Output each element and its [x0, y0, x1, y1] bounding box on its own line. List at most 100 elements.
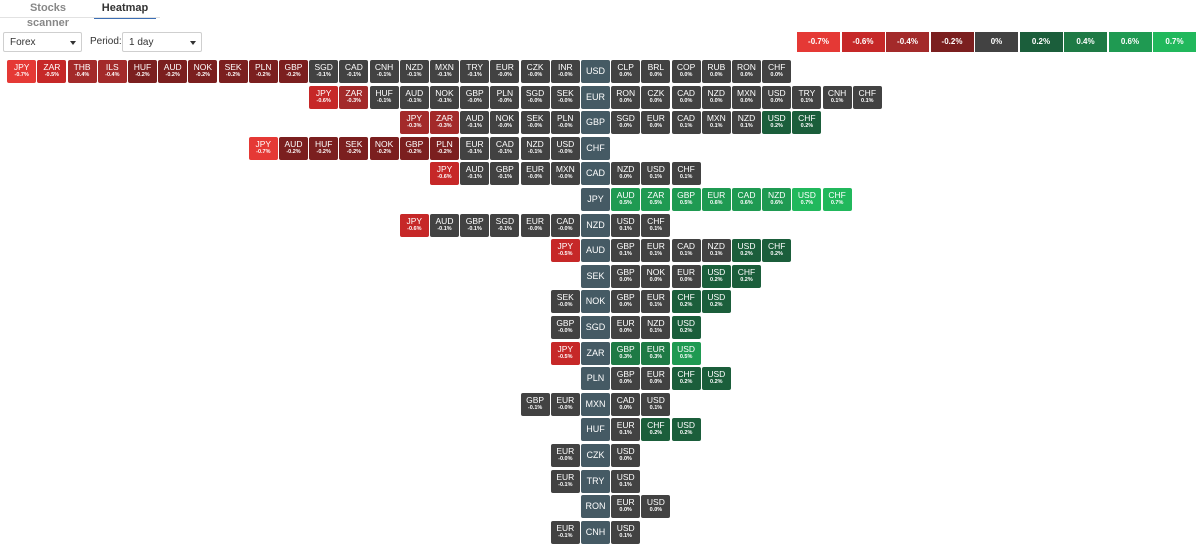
base-currency-tile[interactable]: CZK: [581, 444, 610, 467]
currency-tile[interactable]: EUR -0.1%: [550, 469, 580, 493]
currency-tile[interactable]: EUR 0.0%: [611, 316, 641, 339]
currency-tile[interactable]: GBP 0.5%: [671, 188, 701, 211]
currency-tile[interactable]: NOK -0.2%: [369, 136, 399, 160]
currency-tile[interactable]: USD 0.2%: [701, 290, 731, 314]
base-currency-tile[interactable]: GBP: [581, 111, 610, 135]
currency-tile[interactable]: SGD -0.1%: [490, 213, 520, 237]
currency-tile[interactable]: EUR -0.0%: [550, 392, 580, 416]
currency-tile[interactable]: AUD 0.5%: [611, 188, 641, 211]
currency-tile[interactable]: NOK -0.2%: [188, 60, 218, 83]
currency-tile[interactable]: NOK 0.0%: [641, 264, 671, 288]
currency-tile[interactable]: RON 0.0%: [611, 85, 641, 109]
currency-tile[interactable]: EUR 0.0%: [671, 264, 701, 288]
currency-tile[interactable]: CHF 0.2%: [762, 239, 792, 263]
currency-tile[interactable]: EUR 0.0%: [641, 367, 671, 391]
currency-tile[interactable]: AUD -0.1%: [460, 162, 490, 186]
currency-tile[interactable]: USD 0.1%: [641, 392, 671, 416]
currency-tile[interactable]: NZD 0.6%: [762, 188, 792, 211]
currency-tile[interactable]: INR -0.0%: [550, 60, 580, 83]
currency-tile[interactable]: MXN 0.0%: [732, 85, 761, 109]
currency-tile[interactable]: ZAR -0.3%: [430, 111, 459, 135]
currency-tile[interactable]: HUF -0.2%: [309, 136, 339, 160]
currency-tile[interactable]: ZAR -0.5%: [37, 60, 67, 83]
currency-tile[interactable]: BRL 0.0%: [641, 60, 671, 83]
currency-tile[interactable]: EUR -0.0%: [550, 444, 580, 467]
currency-tile[interactable]: USD 0.0%: [611, 444, 641, 467]
base-currency-tile[interactable]: EUR: [581, 85, 610, 109]
currency-tile[interactable]: RON 0.0%: [732, 60, 761, 83]
currency-tile[interactable]: USD 0.7%: [792, 188, 822, 211]
base-currency-tile[interactable]: ZAR: [581, 341, 610, 365]
currency-tile[interactable]: MXN -0.0%: [550, 162, 580, 186]
base-currency-tile[interactable]: HUF: [581, 418, 610, 442]
currency-tile[interactable]: JPY -0.7%: [7, 60, 37, 83]
currency-tile[interactable]: PLN -0.2%: [248, 60, 278, 83]
currency-tile[interactable]: CZK -0.0%: [520, 60, 550, 83]
currency-tile[interactable]: USD 0.0%: [762, 85, 792, 109]
currency-tile[interactable]: HUF -0.1%: [369, 85, 399, 109]
currency-tile[interactable]: AUD -0.1%: [430, 213, 459, 237]
currency-tile[interactable]: COP 0.0%: [671, 60, 701, 83]
currency-tile[interactable]: GBP 0.3%: [611, 341, 641, 365]
currency-tile[interactable]: GBP -0.1%: [490, 162, 520, 186]
currency-tile[interactable]: USD 0.1%: [611, 213, 641, 237]
currency-tile[interactable]: GBP -0.1%: [520, 392, 550, 416]
currency-tile[interactable]: EUR -0.0%: [490, 60, 520, 83]
currency-tile[interactable]: CNH -0.1%: [369, 60, 399, 83]
currency-tile[interactable]: ZAR -0.3%: [339, 85, 369, 109]
currency-tile[interactable]: CZK 0.0%: [641, 85, 671, 109]
currency-tile[interactable]: AUD -0.1%: [460, 111, 490, 135]
currency-tile[interactable]: CAD 0.1%: [671, 239, 701, 263]
currency-tile[interactable]: GBP -0.0%: [460, 85, 490, 109]
currency-tile[interactable]: MXN 0.1%: [701, 111, 731, 135]
currency-tile[interactable]: CAD -0.1%: [490, 136, 520, 160]
currency-tile[interactable]: EUR 0.1%: [641, 290, 671, 314]
currency-tile[interactable]: PLN -0.0%: [490, 85, 520, 109]
currency-tile[interactable]: CAD 0.1%: [671, 111, 701, 135]
base-currency-tile[interactable]: AUD: [581, 239, 610, 263]
base-currency-tile[interactable]: RON: [581, 495, 610, 519]
base-currency-tile[interactable]: JPY: [581, 188, 610, 211]
currency-tile[interactable]: THB -0.4%: [67, 60, 97, 83]
currency-tile[interactable]: GBP -0.0%: [550, 316, 580, 339]
currency-tile[interactable]: EUR -0.1%: [460, 136, 490, 160]
currency-tile[interactable]: CHF 0.0%: [762, 60, 792, 83]
currency-tile[interactable]: GBP -0.1%: [460, 213, 490, 237]
currency-tile[interactable]: USD 0.0%: [641, 495, 671, 519]
base-currency-tile[interactable]: NOK: [581, 290, 610, 314]
currency-tile[interactable]: EUR 0.0%: [641, 111, 671, 135]
currency-tile[interactable]: GBP -0.2%: [399, 136, 429, 160]
currency-tile[interactable]: CHF 0.2%: [641, 418, 671, 442]
currency-tile[interactable]: HUF -0.2%: [128, 60, 157, 83]
currency-tile[interactable]: RUB 0.0%: [701, 60, 731, 83]
currency-tile[interactable]: USD 0.2%: [671, 418, 701, 442]
currency-tile[interactable]: SEK -0.2%: [218, 60, 248, 83]
currency-tile[interactable]: NZD 0.0%: [611, 162, 641, 186]
currency-tile[interactable]: SGD -0.0%: [520, 85, 550, 109]
currency-tile[interactable]: USD 0.1%: [611, 520, 641, 544]
currency-tile[interactable]: EUR -0.0%: [520, 213, 550, 237]
currency-tile[interactable]: USD 0.2%: [762, 111, 792, 135]
currency-tile[interactable]: NOK -0.0%: [490, 111, 520, 135]
currency-tile[interactable]: USD 0.2%: [701, 264, 731, 288]
currency-tile[interactable]: CHF 0.1%: [641, 213, 671, 237]
currency-tile[interactable]: EUR -0.1%: [550, 520, 580, 544]
currency-tile[interactable]: EUR 0.6%: [701, 188, 731, 211]
currency-tile[interactable]: TRY -0.1%: [460, 60, 490, 83]
base-currency-tile[interactable]: USD: [581, 60, 610, 83]
currency-tile[interactable]: AUD -0.1%: [399, 85, 429, 109]
currency-tile[interactable]: NZD -0.1%: [399, 60, 429, 83]
currency-tile[interactable]: SEK -0.0%: [550, 290, 580, 314]
currency-tile[interactable]: USD -0.0%: [550, 136, 580, 160]
base-currency-tile[interactable]: PLN: [581, 367, 610, 391]
currency-tile[interactable]: JPY -0.6%: [399, 213, 429, 237]
currency-tile[interactable]: PLN -0.2%: [430, 136, 459, 160]
currency-tile[interactable]: CNH 0.1%: [822, 85, 852, 109]
currency-tile[interactable]: EUR 0.1%: [611, 418, 641, 442]
currency-tile[interactable]: NZD -0.1%: [520, 136, 550, 160]
currency-tile[interactable]: MXN -0.1%: [430, 60, 459, 83]
currency-tile[interactable]: USD 0.1%: [641, 162, 671, 186]
currency-tile[interactable]: PLN -0.0%: [550, 111, 580, 135]
currency-tile[interactable]: USD 0.2%: [701, 367, 731, 391]
base-currency-tile[interactable]: TRY: [581, 469, 610, 493]
